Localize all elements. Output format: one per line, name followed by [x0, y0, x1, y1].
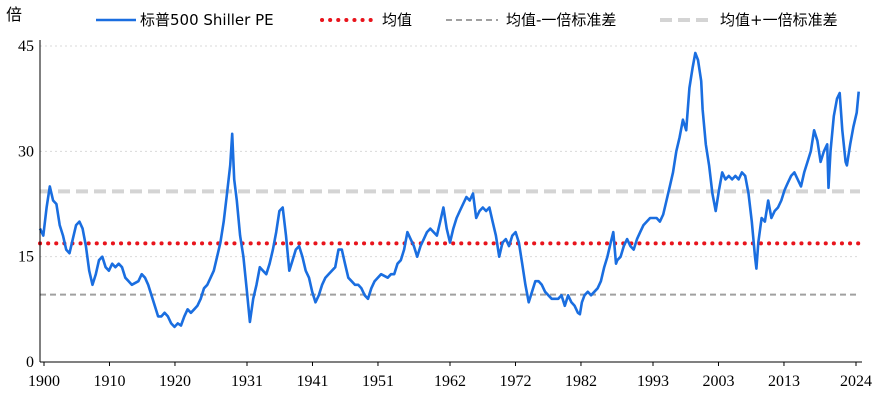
- legend-label: 均值-一倍标准差: [506, 11, 616, 29]
- reference-lines: [38, 189, 862, 296]
- x-tick-label: 1920: [159, 373, 191, 390]
- x-tick-label: 1910: [93, 373, 125, 390]
- x-tick-label: 1941: [296, 373, 328, 390]
- x-tick-label: 2024: [840, 373, 872, 390]
- x-tick-label: 1900: [28, 373, 60, 390]
- legend-label: 均值+一倍标准差: [720, 11, 838, 29]
- x-tick-label: 1962: [434, 373, 466, 390]
- x-tick-label: 1982: [565, 373, 597, 390]
- series-layer: [38, 51, 860, 329]
- legend: 标普500 Shiller PE 均值 均值-一倍标准差 均值+一倍标准差: [96, 11, 838, 29]
- y-tick-label: 45: [18, 38, 34, 55]
- x-tick-label: 1951: [362, 373, 394, 390]
- x-tick-label: 1931: [231, 373, 263, 390]
- legend-label: 均值: [382, 11, 412, 29]
- x-tick-label: 2003: [702, 373, 734, 390]
- gridlines: [40, 45, 860, 258]
- y-tick-label: 0: [26, 354, 34, 371]
- legend-label: 标普500 Shiller PE: [140, 11, 274, 29]
- y-axis-label: 倍: [6, 6, 22, 24]
- x-tick-label: 1993: [637, 373, 669, 390]
- x-tick-label: 1972: [499, 373, 531, 390]
- y-tick-label: 30: [18, 143, 34, 160]
- axes: 0 15 30 45 1900 1910 1920 1931 1941 1951 1962 1972 1…: [18, 38, 872, 390]
- series-line: [38, 51, 860, 329]
- y-tick-label: 15: [18, 249, 34, 266]
- x-tick-label: 2013: [768, 373, 800, 390]
